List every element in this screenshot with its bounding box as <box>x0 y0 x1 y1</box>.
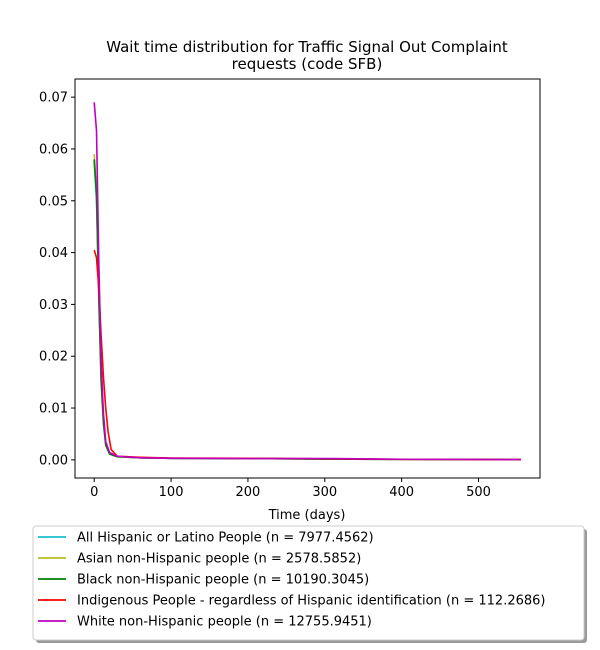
x-tick-label: 400 <box>389 485 414 500</box>
x-tick-label: 200 <box>236 485 261 500</box>
legend-label: Black non-Hispanic people (n = 10190.304… <box>77 573 369 588</box>
plot-frame <box>74 78 541 479</box>
y-tick-label: 0.04 <box>39 246 68 261</box>
x-tick-label: 100 <box>159 485 184 500</box>
legend-label: Asian non-Hispanic people (n = 2578.5852… <box>77 552 361 567</box>
x-axis-title: Time (days) <box>268 508 346 523</box>
series-layer <box>93 102 521 461</box>
y-tick-label: 0.01 <box>39 402 68 417</box>
chart-title-line-1: Wait time distribution for Traffic Signa… <box>106 38 508 56</box>
x-tick-label: 0 <box>90 485 98 500</box>
y-tick-label: 0.07 <box>39 91 68 106</box>
x-tick-label: 500 <box>466 485 491 500</box>
legend-label: All Hispanic or Latino People (n = 7977.… <box>77 531 374 546</box>
legend: All Hispanic or Latino People (n = 7977.… <box>32 525 587 643</box>
series-line-4 <box>93 249 521 461</box>
y-tick-label: 0.02 <box>39 350 68 365</box>
series-line-3 <box>93 159 521 461</box>
x-axis: 0 100 200 300 400 500 <box>90 478 491 500</box>
y-axis: 0.00 0.01 0.02 0.03 0.04 0.05 0.06 0.07 <box>39 91 75 468</box>
y-tick-label: 0.00 <box>39 453 68 468</box>
series-line-5 <box>93 102 521 461</box>
series-line-2 <box>93 154 521 461</box>
legend-label: Indigenous People - regardless of Hispan… <box>77 594 546 609</box>
series-line-1 <box>93 161 521 461</box>
chart-title-line-2: requests (code SFB) <box>232 55 383 73</box>
y-tick-label: 0.03 <box>39 298 68 313</box>
x-tick-label: 300 <box>312 485 337 500</box>
legend-label: White non-Hispanic people (n = 12755.945… <box>77 615 372 630</box>
legend-box <box>32 525 585 641</box>
y-tick-label: 0.06 <box>39 142 68 157</box>
chart-title: Wait time distribution for Traffic Signa… <box>106 38 508 73</box>
y-tick-label: 0.05 <box>39 194 68 209</box>
